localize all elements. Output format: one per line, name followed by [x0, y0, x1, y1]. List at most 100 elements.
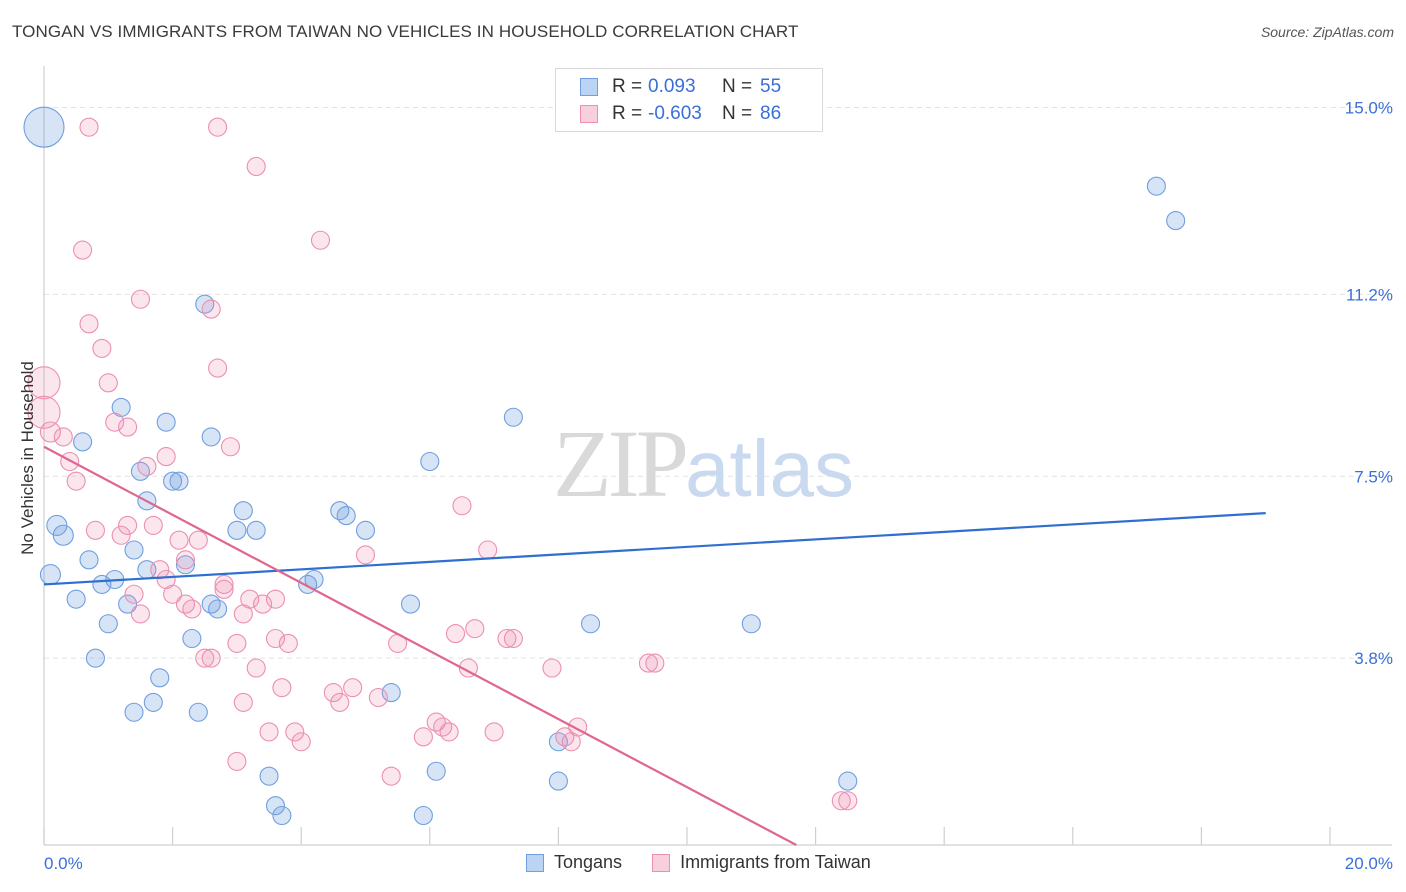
tongans-point: [1166, 211, 1186, 231]
taiwan-point: [478, 540, 498, 560]
taiwan-point: [285, 722, 305, 742]
stats-legend: R = 0.093 N = 55 R = -0.603 N = 86: [555, 68, 823, 132]
taiwan-point: [175, 550, 196, 570]
tongans-point: [39, 564, 61, 586]
taiwan-point: [92, 338, 112, 358]
tongans-point: [838, 771, 858, 791]
tongans-point: [66, 589, 86, 609]
taiwan-point: [497, 628, 517, 649]
taiwan-legend-swatch: [652, 853, 671, 872]
tongans-point: [175, 555, 196, 575]
tongans-point: [330, 501, 350, 521]
taiwan-point: [233, 692, 253, 712]
tongans-point: [52, 524, 74, 546]
taiwan-point: [227, 751, 247, 771]
taiwan-point: [208, 358, 228, 378]
legend-label-tongans: Tongans: [554, 852, 623, 872]
taiwan-point: [105, 412, 125, 432]
tongans-point: [272, 805, 292, 826]
taiwan-point: [130, 289, 150, 309]
watermark: ZIPatlas: [553, 408, 854, 519]
taiwan-point: [124, 584, 144, 604]
tongans-point: [73, 432, 93, 452]
grid-lines: [44, 107, 1392, 659]
y-tick-label: 15.0%: [1345, 99, 1393, 118]
watermark-atlas: atlas: [685, 424, 854, 513]
taiwan-point: [259, 722, 279, 742]
taiwan-point: [439, 722, 459, 742]
taiwan-point: [381, 766, 401, 786]
tongans-point: [118, 594, 138, 614]
taiwan-point: [638, 653, 658, 673]
taiwan-point: [39, 421, 61, 443]
taiwan-point: [246, 156, 266, 177]
taiwan-point: [66, 471, 86, 491]
taiwan-point: [27, 366, 61, 400]
n-value: 86: [760, 103, 782, 124]
taiwan-point: [188, 530, 208, 550]
taiwan-point: [355, 545, 376, 565]
taiwan-point: [838, 791, 858, 811]
source-label: Source: ZipAtlas.com: [1260, 24, 1394, 40]
taiwan-point: [169, 530, 189, 550]
taiwan-point: [458, 658, 478, 678]
taiwan-point: [253, 594, 273, 614]
r-value: -0.603: [648, 103, 702, 124]
legend-item-taiwan: Immigrants from Taiwan: [652, 852, 871, 873]
series-legend: Tongans Immigrants from Taiwan: [526, 852, 901, 873]
n-label: N =: [722, 103, 753, 124]
taiwan-point: [291, 732, 311, 752]
tongans-point: [156, 412, 176, 432]
tongans-point: [741, 614, 761, 634]
tongans-point: [580, 614, 601, 634]
taiwan-point: [542, 658, 562, 678]
tongans-point: [143, 692, 163, 712]
x-tick-label: 20.0%: [1345, 854, 1393, 873]
n-value: 55: [760, 76, 782, 97]
tongans-point: [265, 796, 286, 816]
taiwan-point: [98, 373, 118, 393]
tongans-point: [85, 648, 105, 668]
taiwan-point: [111, 525, 131, 545]
taiwan-point: [426, 712, 446, 732]
taiwan-point: [452, 496, 472, 516]
tongans-point: [98, 614, 118, 634]
taiwan-point: [246, 658, 266, 678]
chart-title: TONGAN VS IMMIGRANTS FROM TAIWAN NO VEHI…: [12, 22, 799, 41]
taiwan-point: [265, 628, 286, 649]
taiwan-point: [195, 648, 215, 668]
taiwan-point: [278, 633, 298, 653]
taiwan-point: [53, 427, 73, 447]
taiwan-point: [73, 240, 93, 260]
tongans-legend-swatch: [526, 853, 544, 872]
taiwan-point: [368, 687, 388, 708]
x-tick-label: 0.0%: [44, 854, 83, 873]
taiwan-point: [265, 589, 286, 609]
taiwan-point: [156, 447, 176, 467]
tongans-point: [195, 294, 215, 314]
tongans-point: [124, 702, 144, 722]
taiwan-point: [330, 692, 350, 712]
taiwan-point: [208, 117, 228, 137]
tongans-point: [426, 761, 446, 781]
taiwan-point: [201, 648, 221, 668]
tongans-point: [188, 702, 208, 722]
legend-item-tongans: Tongans: [526, 852, 622, 873]
tongans-point: [420, 451, 440, 472]
taiwan-point: [163, 584, 183, 604]
tongans-point: [23, 106, 65, 148]
taiwan-point: [240, 589, 260, 609]
taiwan-point: [130, 604, 150, 624]
tongans-point: [246, 520, 266, 540]
axes: [43, 66, 1392, 846]
taiwan-point: [85, 520, 105, 540]
taiwan-trend-line: [43, 445, 797, 846]
tongans-point: [201, 594, 221, 614]
tongans-trend-line: [43, 512, 1266, 586]
taiwan-point: [831, 791, 851, 811]
taiwan-point: [118, 515, 138, 535]
taiwan-point: [465, 619, 485, 639]
legend-row-tongans: R = 0.093 N = 55: [580, 76, 781, 98]
r-label: R =: [612, 103, 643, 124]
